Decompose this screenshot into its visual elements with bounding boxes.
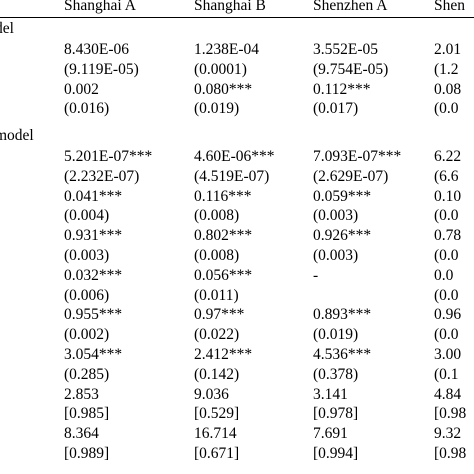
table-cell: (0.142) (194, 365, 240, 383)
table-cell: (0.002) (64, 326, 110, 344)
table-cell: [0.978] (313, 405, 359, 423)
table-cell: (0.0001) (194, 60, 247, 78)
table-cell: 2.853 (64, 385, 99, 403)
table-cell: 3.054*** (64, 346, 123, 363)
table-cell: 0.112*** (313, 80, 371, 98)
table-cell: [0.985] (64, 405, 110, 423)
table-cell: (4.519E-07) (194, 167, 270, 185)
table-cell: (0.017) (313, 100, 359, 118)
table-cell: (0.378) (313, 365, 359, 383)
table-cell: (0.0 (434, 247, 459, 264)
table-cell: 0.97*** (194, 306, 245, 324)
table-cell: 0.96 (434, 306, 462, 324)
table-cell: - (313, 266, 319, 284)
table-cell: 0.059*** (313, 187, 372, 205)
table-cell: (1.2 (434, 60, 459, 78)
table-cell: (0.0 (434, 100, 459, 118)
table-cell: (0.011) (194, 286, 239, 304)
table-cell: (0.003) (313, 247, 359, 264)
table-cell: (2.232E-07) (64, 167, 140, 185)
table-cell: 0.056*** (194, 266, 253, 284)
table-cell: (2.629E-07) (313, 167, 389, 185)
table-cell: [0.671] (194, 445, 240, 462)
table-cell: (0.1 (434, 365, 459, 383)
table-cell: [0.989] (64, 445, 110, 462)
table-cell: 0.0 (434, 266, 454, 284)
table-cell: (0.0 (434, 286, 459, 304)
table-cell: 6.22 (434, 148, 462, 165)
table-cell: 0.116*** (194, 187, 252, 205)
column-header-shenzhen-a: Shenzhen A (313, 0, 388, 14)
table-cell: 0.10 (434, 187, 462, 205)
table-cell: 8.430E-06 (64, 41, 130, 58)
table-cell: 0.002 (64, 80, 99, 98)
table-cell: 0.032*** (64, 266, 123, 284)
table-cell: 7.093E-07*** (313, 148, 402, 165)
table-cell: 2.01 (434, 41, 462, 58)
table-cell: 1.238E-04 (194, 41, 260, 58)
table-cell: 3.00 (434, 346, 462, 363)
column-header-shanghai-a: Shanghai A (64, 0, 136, 14)
table-cell: 0.041*** (64, 187, 123, 205)
table-cell: [0.98 (434, 445, 467, 462)
table-cell: (0.285) (64, 365, 110, 383)
table-cell: (0.0 (434, 207, 459, 225)
table-cell: 5.201E-07*** (64, 148, 153, 165)
table-cell: (0.019) (313, 326, 359, 344)
section-label: del (0, 20, 14, 37)
table-cell: [0.98 (434, 405, 467, 423)
table-cell: (9.754E-05) (313, 60, 389, 78)
table-cell: (0.022) (194, 326, 240, 344)
table-cell: 3.552E-05 (313, 41, 379, 58)
table-cell: 0.955*** (64, 306, 123, 324)
table-cell: 4.84 (434, 385, 462, 403)
column-header-shanghai-b: Shanghai B (194, 0, 266, 14)
table-cell: (0.008) (194, 247, 240, 264)
section-label: model (0, 127, 34, 144)
table-cell: 3.141 (313, 385, 348, 403)
table-cell: 16.714 (194, 425, 237, 443)
table-cell: 0.926*** (313, 227, 372, 245)
table-cell: 2.412*** (194, 346, 253, 363)
table-cell: 0.802*** (194, 227, 253, 245)
table-cell: (0.016) (64, 100, 110, 118)
table-cell: (0.019) (194, 100, 240, 118)
table-cell: (0.003) (313, 207, 359, 225)
table-cell: 0.78 (434, 227, 462, 245)
table-cell: 4.536*** (313, 346, 372, 363)
table-cell: 7.691 (313, 425, 348, 443)
table-cell: 0.893*** (313, 306, 372, 324)
table-cell: (0.004) (64, 207, 110, 225)
table-cell: 4.60E-06*** (194, 148, 275, 165)
table-cell: (9.119E-05) (64, 60, 139, 78)
table-cell: 8.364 (64, 425, 99, 443)
table-cell: 0.931*** (64, 227, 123, 245)
table-cell: (0.006) (64, 286, 110, 304)
table-cell: 0.08 (434, 80, 462, 98)
table-cell: 0.080*** (194, 80, 253, 98)
table-cell: (0.008) (194, 207, 240, 225)
table-cell: [0.529] (194, 405, 240, 423)
column-header-shenzhen-b: Shen (434, 0, 465, 14)
table-cell: (6.6 (434, 167, 459, 185)
table-cell: (0.0 (434, 326, 459, 344)
table-cell: [0.994] (313, 445, 359, 462)
header-rule (0, 17, 474, 18)
table-cell: (0.003) (64, 247, 110, 264)
table-cell: 9.32 (434, 425, 462, 443)
table-cell: 9.036 (194, 385, 229, 403)
